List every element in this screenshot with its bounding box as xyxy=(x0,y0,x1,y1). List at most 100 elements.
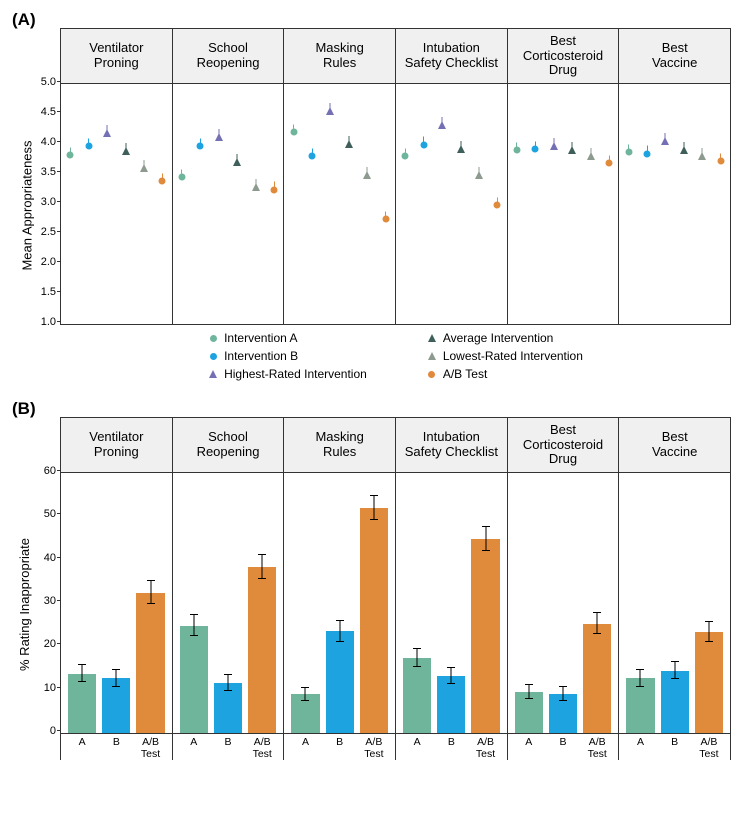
facet-title: BestVaccine xyxy=(619,29,730,84)
point-highest xyxy=(326,107,334,115)
facet-title: VentilatorProning xyxy=(61,418,172,473)
x-tick-label: A/BTest xyxy=(471,737,499,760)
facet-body xyxy=(619,473,730,734)
point-highest xyxy=(661,137,669,145)
point-lowest xyxy=(252,183,260,191)
x-tick-label: A/BTest xyxy=(583,737,611,760)
y-tick-label: 1.5 xyxy=(41,286,56,298)
x-tick-label: B xyxy=(437,737,465,760)
x-tick-label: A xyxy=(180,737,208,760)
facet-title: BestCorticosteroid Drug xyxy=(508,29,619,84)
point-ab xyxy=(717,157,724,164)
facet-body xyxy=(173,473,284,734)
y-tick-label: 2.5 xyxy=(41,226,56,238)
point-lowest xyxy=(140,164,148,172)
legend: Intervention A Intervention B Highest-Rate… xyxy=(60,331,731,381)
panel-b: VentilatorProningABA/BTestSchoolReopenin… xyxy=(10,417,731,760)
panel-b-facets: VentilatorProningABA/BTestSchoolReopenin… xyxy=(60,417,731,760)
facet-title: BestCorticosteroid Drug xyxy=(508,418,619,473)
point-average xyxy=(680,146,688,154)
point-ab xyxy=(494,202,501,209)
legend-label: Intervention B xyxy=(224,349,298,363)
x-tick-label: B xyxy=(661,737,689,760)
facet-title: MaskingRules xyxy=(284,29,395,84)
legend-sym-lowest-icon xyxy=(427,351,437,361)
legend-sym-average-icon xyxy=(427,333,437,343)
facet: BestCorticosteroid Drug xyxy=(508,29,620,325)
y-tick-label: 1.0 xyxy=(41,316,56,328)
x-tick-label: A xyxy=(515,737,543,760)
point-ab xyxy=(382,216,389,223)
point-highest xyxy=(550,142,558,150)
y-tick-label: 3.0 xyxy=(41,196,56,208)
y-tick-label: 4.5 xyxy=(41,106,56,118)
figure: (A) VentilatorProningSchoolReopeningMask… xyxy=(10,10,731,760)
point-lowest xyxy=(363,171,371,179)
point-average xyxy=(457,145,465,153)
facet-body xyxy=(619,84,730,325)
facet: IntubationSafety Checklist xyxy=(396,29,508,325)
facet: SchoolReopening xyxy=(173,29,285,325)
facet-body xyxy=(61,84,172,325)
legend-sym-highest-icon xyxy=(208,369,218,379)
point-ab xyxy=(271,186,278,193)
facet-body xyxy=(173,84,284,325)
facet-title: MaskingRules xyxy=(284,418,395,473)
point-intB xyxy=(420,141,427,148)
x-tick-label: A xyxy=(68,737,96,760)
facet: SchoolReopening AB A/BTest xyxy=(173,418,285,760)
facet-body xyxy=(396,84,507,325)
facet: MaskingRules xyxy=(284,29,396,325)
facet: BestVaccineABA/BTest xyxy=(619,418,731,760)
point-intB xyxy=(197,143,204,150)
x-tick-label: B xyxy=(214,737,242,760)
y-tick-label: 20 xyxy=(44,638,56,650)
point-intA xyxy=(625,149,632,156)
x-tick-label: B xyxy=(549,737,577,760)
panel-a: VentilatorProningSchoolReopeningMaskingR… xyxy=(10,28,731,325)
legend-label: A/B Test xyxy=(443,367,487,381)
legend-sym-intA-icon xyxy=(208,333,218,343)
facet: MaskingRulesABA/BTest xyxy=(284,418,396,760)
point-average xyxy=(345,140,353,148)
panel-a-y-ticks: 1.01.52.02.53.03.54.04.55.0 xyxy=(10,82,60,322)
x-tick-label: A xyxy=(403,737,431,760)
facet-title: BestVaccine xyxy=(619,418,730,473)
facet-body xyxy=(61,473,172,734)
point-intA xyxy=(513,147,520,154)
x-tick-label: B xyxy=(102,737,130,760)
facet: VentilatorProning AB A/BTest xyxy=(60,418,173,760)
legend-item-intA: Intervention A xyxy=(208,331,367,345)
y-tick-label: 60 xyxy=(44,465,56,477)
legend-sym-intB-icon xyxy=(208,351,218,361)
facet-body xyxy=(284,84,395,325)
x-tick-label: A xyxy=(291,737,319,760)
x-tick-label: A xyxy=(626,737,654,760)
point-highest xyxy=(438,121,446,129)
point-intB xyxy=(644,150,651,157)
y-tick-label: 10 xyxy=(44,682,56,694)
facet-body xyxy=(508,473,619,734)
x-tick-label: A/BTest xyxy=(136,737,164,760)
legend-item-intB: Intervention B xyxy=(208,349,367,363)
facet: IntubationSafety Checklist AB A/BTest xyxy=(396,418,508,760)
facet: BestVaccine xyxy=(619,29,731,325)
point-intA xyxy=(67,151,74,158)
point-average xyxy=(122,147,130,155)
point-average xyxy=(568,146,576,154)
y-tick-label: 50 xyxy=(44,508,56,520)
legend-item-ab: A/B Test xyxy=(427,367,583,381)
point-ab xyxy=(606,160,613,167)
facet-title: SchoolReopening xyxy=(173,418,284,473)
facet-body xyxy=(396,473,507,734)
point-highest xyxy=(103,129,111,137)
x-tick-label: A/BTest xyxy=(360,737,388,760)
legend-item-lowest: Lowest-Rated Intervention xyxy=(427,349,583,363)
facet: VentilatorProning xyxy=(60,29,173,325)
legend-label: Highest-Rated Intervention xyxy=(224,367,367,381)
panel-a-label: (A) xyxy=(12,10,731,30)
x-tick-label: A/BTest xyxy=(248,737,276,760)
panel-b-y-label: % Rating Inappropriate xyxy=(17,538,32,671)
facet-title: IntubationSafety Checklist xyxy=(396,418,507,473)
legend-label: Intervention A xyxy=(224,331,297,345)
